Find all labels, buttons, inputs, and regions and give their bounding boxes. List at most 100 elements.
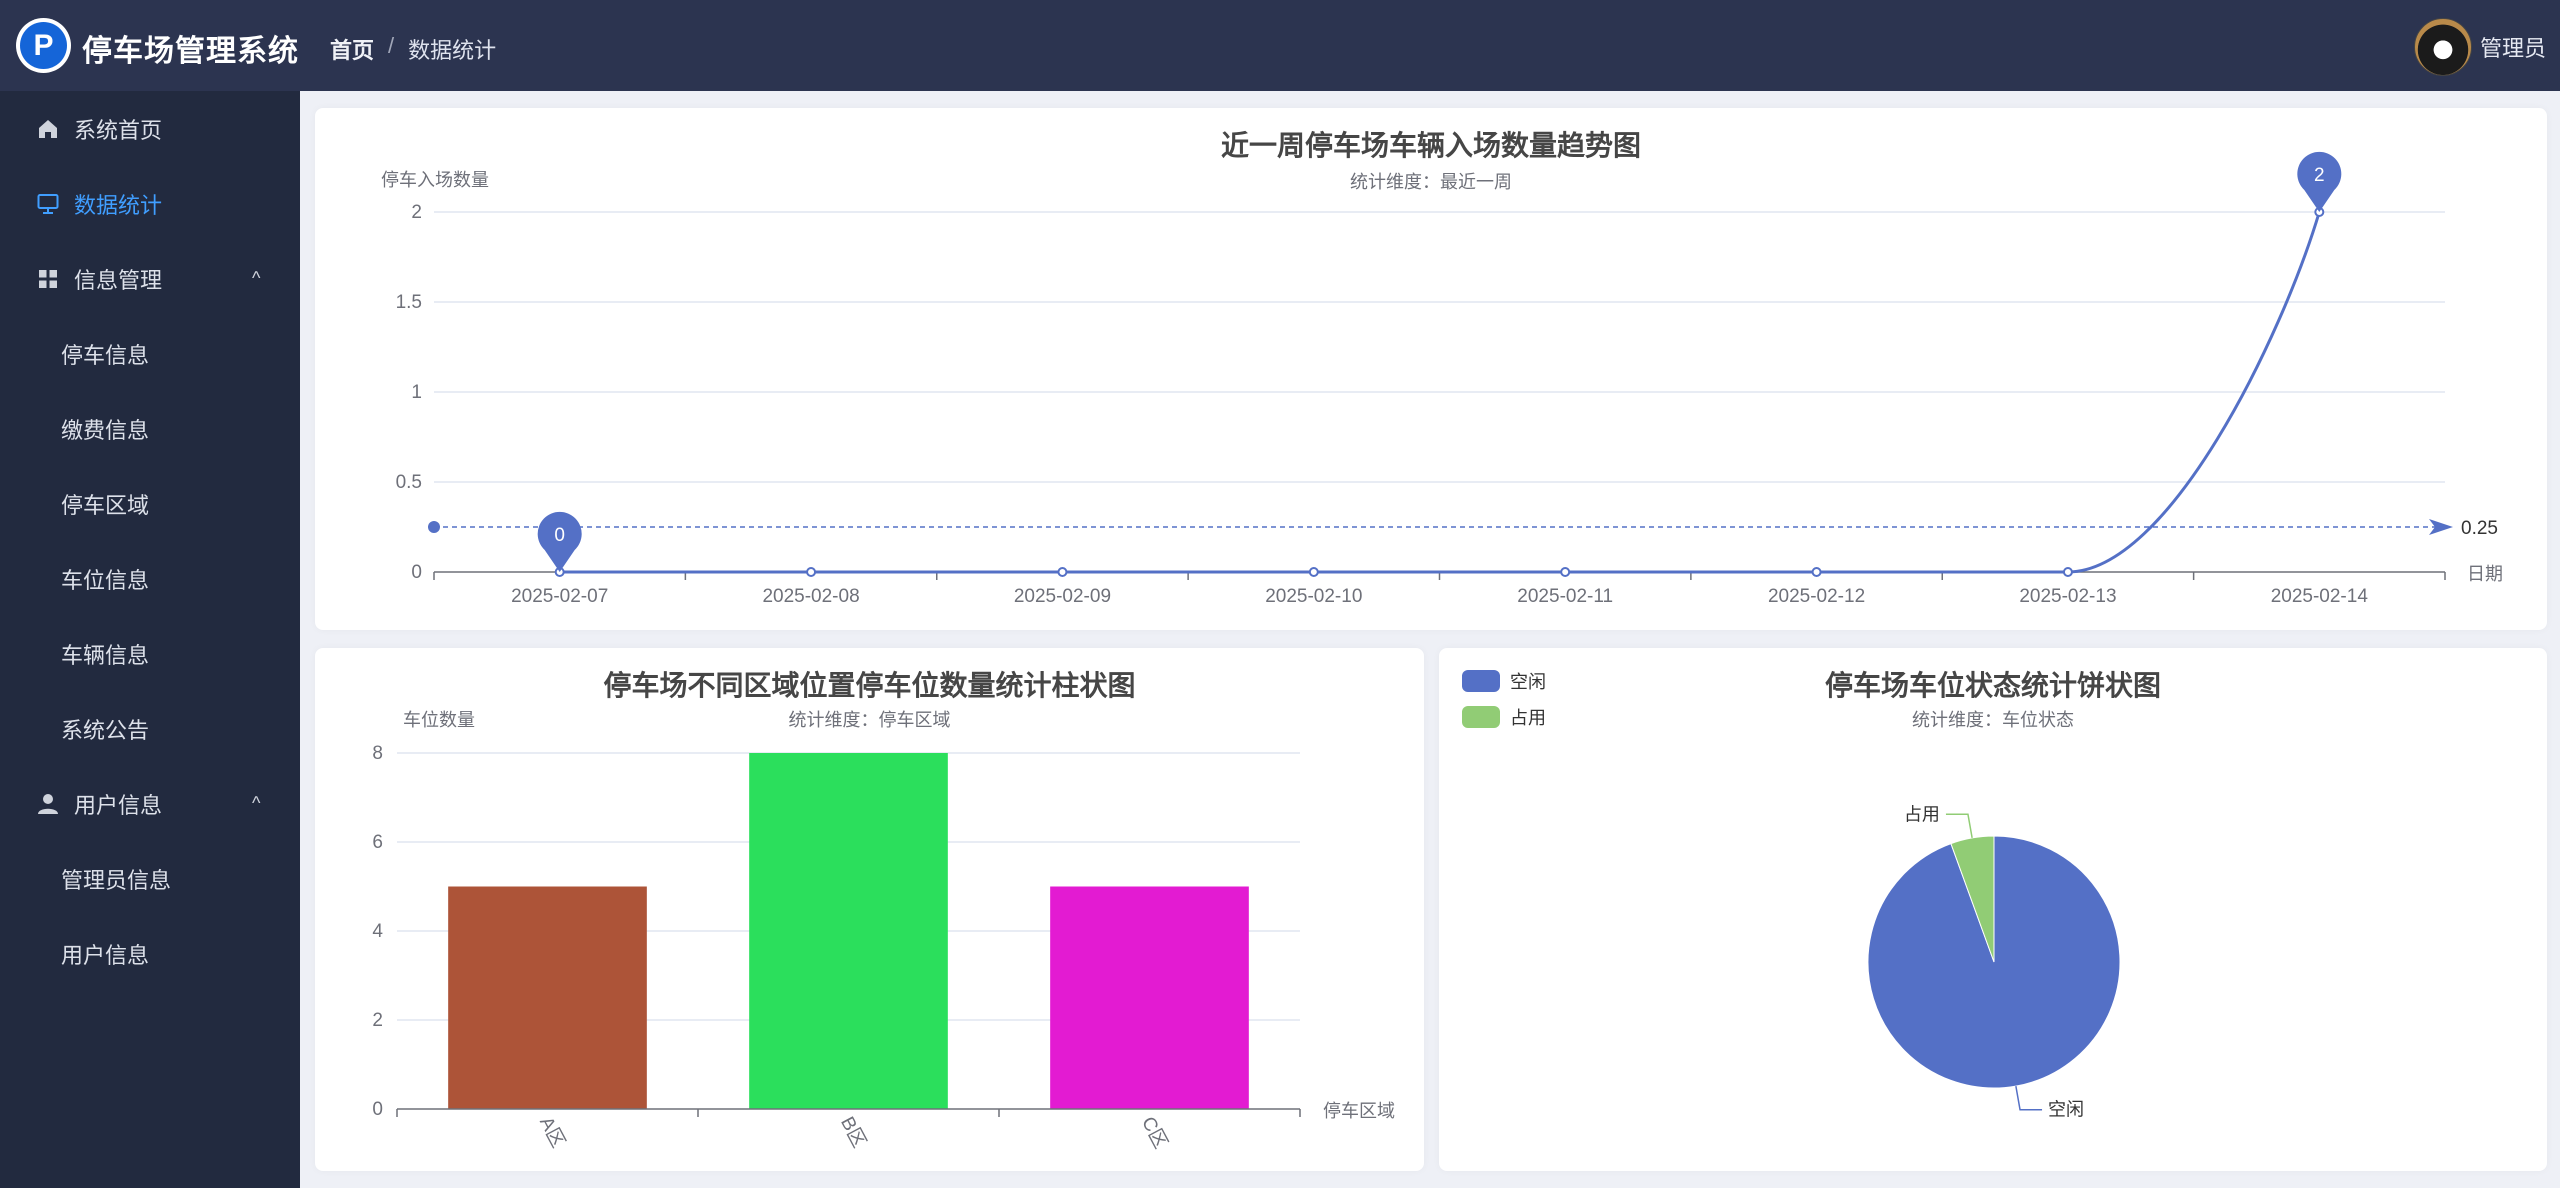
- sidebar: 系统首页 数据统计 信息管理 ^ 停车信息 缴费信息 停车区域 车位信息 车辆信…: [0, 91, 300, 1188]
- sidebar-item-parking-area[interactable]: 停车区域: [0, 466, 300, 541]
- y-tick-label: 8: [372, 743, 383, 764]
- series-line: [559, 211, 2321, 574]
- legend-swatch: [1462, 706, 1500, 728]
- data-point: [1560, 567, 1571, 577]
- mark-line-arrow-icon: [2429, 519, 2453, 535]
- legend-item-occupied[interactable]: 占用: [1462, 704, 1546, 730]
- x-tick-label: 2025-02-09: [1014, 586, 1111, 607]
- sidebar-item-label: 用户信息: [74, 792, 163, 818]
- user-icon: [37, 793, 59, 815]
- sidebar-item-label: 停车信息: [61, 342, 150, 368]
- app-title: 停车场管理系统: [82, 35, 299, 68]
- y-axis-name: 车位数量: [403, 710, 475, 730]
- x-tick-label: 2025-02-14: [2271, 586, 2369, 607]
- x-tick-label: B区: [836, 1113, 869, 1151]
- bar-chart: 0 2 4 6 8 A区 B区 C区: [372, 743, 1301, 1152]
- chevron-up-icon[interactable]: ^: [252, 793, 261, 813]
- pie-label: 空闲: [2048, 1100, 2084, 1120]
- mark-line-label: 0.25: [2461, 518, 2498, 539]
- sidebar-item-label: 停车区域: [61, 492, 150, 518]
- chevron-up-icon[interactable]: ^: [252, 268, 261, 288]
- breadcrumb-home[interactable]: 首页: [330, 38, 375, 63]
- x-tick-label: 2025-02-10: [1265, 586, 1362, 607]
- y-tick-label: 2: [372, 1010, 383, 1031]
- x-tick-label: 2025-02-13: [2019, 586, 2116, 607]
- breadcrumb-separator: /: [388, 33, 395, 58]
- pie-label-line: [1945, 813, 1973, 839]
- x-tick-label: 2025-02-07: [511, 586, 608, 607]
- sidebar-item-home[interactable]: 系统首页: [0, 91, 300, 166]
- x-tick-label: C区: [1137, 1113, 1171, 1152]
- sidebar-group-user-info[interactable]: 用户信息 ^: [0, 766, 300, 841]
- mark-point-pin-icon: [2297, 151, 2342, 212]
- y-tick-label: 1.5: [396, 292, 422, 313]
- pie-chart: 空闲 占用: [1867, 804, 2121, 1120]
- data-point: [2062, 567, 2073, 577]
- y-tick-label: 0.5: [396, 472, 422, 493]
- avatar[interactable]: [2413, 18, 2472, 76]
- line-chart: 0 0.5 1 1.5 2 2025-02-07 2025-02-08 2025-02-09 2…: [396, 151, 2498, 607]
- x-tick-label: A区: [535, 1113, 568, 1151]
- breadcrumb-current: 数据统计: [408, 38, 497, 63]
- legend-item-free[interactable]: 空闲: [1462, 668, 1546, 694]
- line-chart-card: 近一周停车场车辆入场数量趋势图 统计维度：最近一周 停车入场数量 日期 0 0.5…: [315, 108, 2547, 630]
- sidebar-item-label: 车辆信息: [61, 642, 150, 668]
- chart-title: 停车场车位状态统计饼状图: [1824, 670, 2161, 701]
- sidebar-item-statistics[interactable]: 数据统计: [0, 166, 300, 241]
- sidebar-item-payment-info[interactable]: 缴费信息: [0, 391, 300, 466]
- grid-icon: [37, 268, 59, 290]
- legend-label: 占用: [1510, 708, 1546, 728]
- chart-subtitle: 统计维度：最近一周: [1350, 172, 1512, 192]
- data-point: [1057, 567, 1068, 577]
- pie-label: 占用: [1904, 804, 1940, 824]
- chart-title: 近一周停车场车辆入场数量趋势图: [1220, 130, 1641, 161]
- y-tick-label: 0: [372, 1099, 383, 1120]
- sidebar-item-space-info[interactable]: 车位信息: [0, 541, 300, 616]
- pie-label-line: [2015, 1085, 2043, 1111]
- bar: [1050, 886, 1249, 1109]
- pie-chart-card: 停车场车位状态统计饼状图 统计维度：车位状态 空闲 占用 空闲 占用: [1439, 648, 2547, 1171]
- sidebar-item-label: 管理员信息: [61, 867, 172, 893]
- y-tick-label: 1: [411, 382, 422, 403]
- mark-point-pin-icon: [537, 511, 582, 572]
- x-axis-name: 停车区域: [1323, 1101, 1395, 1121]
- sidebar-item-announcements[interactable]: 系统公告: [0, 691, 300, 766]
- x-axis-name: 日期: [2467, 564, 2503, 584]
- legend-label: 空闲: [1510, 672, 1546, 692]
- top-header: P 停车场管理系统 首页 / 数据统计 管理员: [0, 0, 2560, 91]
- monitor-icon: [37, 193, 59, 215]
- y-tick-label: 0: [411, 562, 422, 583]
- sidebar-item-vehicle-info[interactable]: 车辆信息: [0, 616, 300, 691]
- breadcrumb: 首页 / 数据统计: [330, 33, 496, 65]
- bar: [749, 753, 948, 1109]
- mark-point-label: 2: [2314, 165, 2325, 186]
- data-point: [1308, 567, 1319, 577]
- mark-point-label: 0: [554, 525, 565, 546]
- sidebar-group-info-management[interactable]: 信息管理 ^: [0, 241, 300, 316]
- bar-chart-card: 停车场不同区域位置停车位数量统计柱状图 统计维度：停车区域 车位数量 停车区域 …: [315, 648, 1424, 1171]
- pie-slice: [1950, 835, 1995, 963]
- sidebar-item-admin-info[interactable]: 管理员信息: [0, 841, 300, 916]
- chart-title: 停车场不同区域位置停车位数量统计柱状图: [603, 670, 1136, 701]
- user-menu[interactable]: 管理员: [2413, 18, 2546, 76]
- y-tick-label: 6: [372, 832, 383, 853]
- sidebar-item-label: 车位信息: [61, 567, 150, 593]
- sidebar-item-label: 用户信息: [61, 942, 150, 968]
- user-name[interactable]: 管理员: [2479, 36, 2546, 61]
- sidebar-item-parking-info[interactable]: 停车信息: [0, 316, 300, 391]
- data-point: [806, 567, 817, 577]
- chart-subtitle: 统计维度：车位状态: [1912, 710, 2074, 730]
- x-tick-label: 2025-02-12: [1768, 586, 1865, 607]
- y-axis-name: 停车入场数量: [381, 170, 489, 190]
- logo-letter: P: [20, 22, 67, 69]
- bar: [448, 886, 647, 1109]
- sidebar-item-label: 系统公告: [61, 717, 150, 743]
- sidebar-item-label: 系统首页: [74, 117, 163, 143]
- y-tick-label: 2: [411, 202, 422, 223]
- x-tick-label: 2025-02-08: [762, 586, 859, 607]
- sidebar-item-user-info[interactable]: 用户信息: [0, 916, 300, 991]
- sidebar-item-label: 数据统计: [74, 192, 163, 218]
- mark-line-start-dot: [428, 521, 440, 533]
- sidebar-item-label: 缴费信息: [61, 417, 150, 443]
- x-tick-label: 2025-02-11: [1517, 586, 1613, 607]
